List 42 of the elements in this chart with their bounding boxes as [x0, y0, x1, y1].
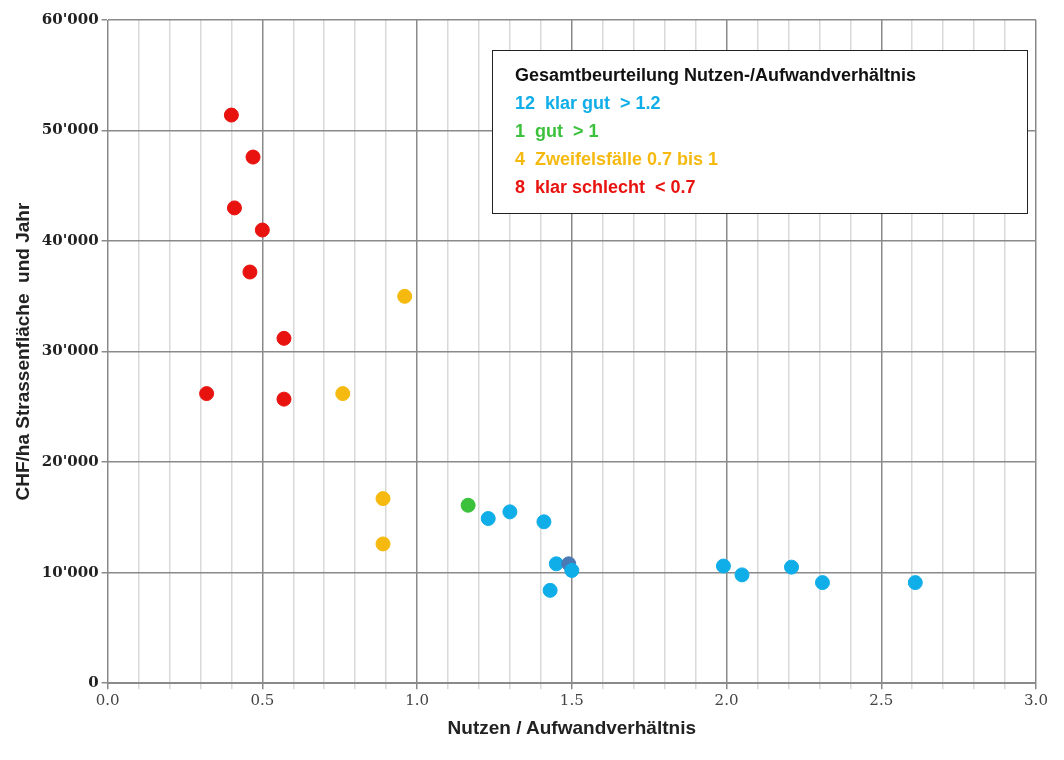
point: [564, 562, 580, 578]
legend-box: Gesamtbeurteilung Nutzen-/Aufwandverhältnis 12 klar gut > 1.2 1 gut > 1 4 Zweifelsfälle 0.7 bis 1 8 klar schlecht < 0.7: [492, 50, 1028, 214]
point: [245, 149, 261, 165]
point: [242, 264, 258, 280]
x-tick-label: 2.0: [714, 691, 739, 710]
y-tick-label: 40'000: [41, 230, 99, 249]
point: [548, 556, 564, 572]
point: [814, 575, 830, 591]
x-tick-label: 3.0: [1024, 691, 1048, 710]
point: [480, 511, 496, 527]
point: [276, 391, 292, 407]
y-tick-label: 10'000: [41, 562, 99, 581]
x-tick-label: 1.0: [405, 691, 429, 710]
point: [226, 200, 242, 216]
point: [542, 582, 558, 598]
point: [223, 107, 239, 123]
y-tick-label: 30'000: [41, 341, 99, 360]
point: [536, 514, 552, 530]
point: [734, 567, 750, 583]
point: [397, 288, 413, 304]
y-tick-label: 20'000: [41, 452, 99, 471]
x-tick-label: 1.5: [559, 691, 584, 710]
y-tick-label: 50'000: [41, 120, 99, 139]
y-tick-label: 0: [88, 673, 99, 692]
point: [715, 558, 731, 574]
point: [199, 386, 215, 402]
point: [460, 497, 476, 513]
x-tick-label: 0.5: [250, 691, 275, 710]
point: [375, 536, 391, 552]
x-axis-title: Nutzen / Aufwandverhältnis: [447, 716, 697, 738]
legend-title: Gesamtbeurteilung Nutzen-/Aufwandverhältnis: [515, 64, 918, 87]
point: [907, 575, 923, 591]
point: [335, 386, 351, 402]
x-tick-label: 0.0: [95, 691, 120, 710]
y-axis-title: CHF/ha Strassenfläche und Jahr: [11, 202, 33, 501]
point: [784, 559, 800, 575]
point: [276, 330, 292, 346]
point: [254, 222, 270, 238]
point: [375, 491, 391, 507]
point: [502, 504, 518, 520]
x-tick-label: 2.5: [869, 691, 894, 710]
y-tick-label: 60'000: [41, 9, 99, 28]
